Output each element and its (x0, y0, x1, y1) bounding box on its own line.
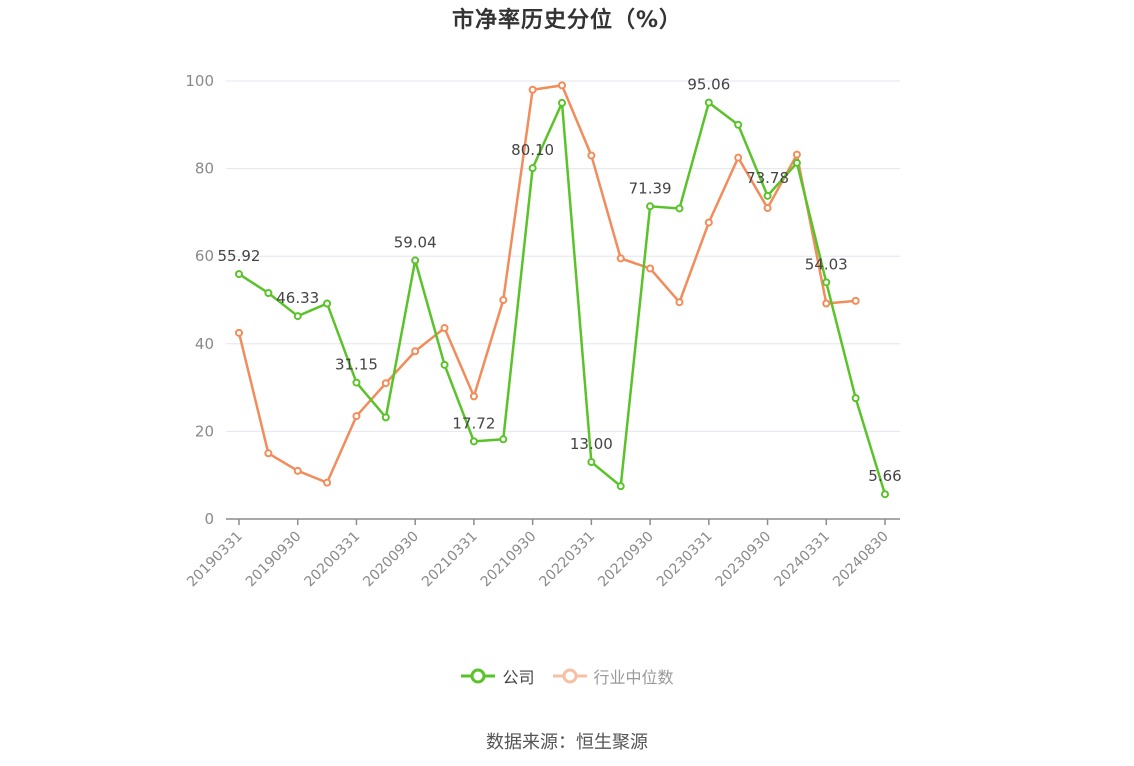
data-label: 59.04 (394, 233, 437, 251)
data-point-company (734, 120, 743, 129)
data-label: 5.66 (868, 467, 901, 485)
data-point-company (381, 413, 390, 422)
x-tick-label: 20210331 (419, 529, 481, 591)
data-point-company (440, 360, 449, 369)
y-tick-label: 100 (185, 72, 214, 90)
data-point-company (499, 435, 508, 444)
data-point-company (293, 312, 302, 321)
data-label: 54.03 (805, 255, 848, 273)
data-point-company (675, 204, 684, 213)
data-source-note: 数据来源：恒生聚源 (486, 732, 648, 753)
data-point-industry-median (822, 299, 831, 308)
data-point-company (528, 164, 537, 173)
data-point-industry-median (851, 296, 860, 305)
legend-item-industry-median[interactable]: 行业中位数 (552, 664, 674, 688)
data-point-industry-median (293, 466, 302, 475)
data-point-industry-median (528, 85, 537, 94)
legend-industry-swatch-icon (552, 668, 587, 684)
data-point-company (881, 490, 889, 499)
data-point-company (235, 270, 243, 279)
legend-item-company[interactable]: 公司 (460, 664, 534, 688)
data-point-industry-median (323, 478, 332, 487)
data-label: 17.72 (452, 414, 495, 432)
data-point-company (792, 158, 801, 167)
x-tick-label: 20230930 (713, 529, 775, 591)
x-tick-label: 20190331 (184, 529, 246, 591)
data-point-company (411, 256, 420, 265)
data-point-industry-median (264, 449, 273, 458)
x-tick-label: 20200331 (302, 529, 364, 591)
data-label: 46.33 (276, 289, 319, 307)
x-tick-label: 20230331 (654, 529, 716, 591)
data-point-industry-median (352, 412, 361, 421)
data-point-company (469, 437, 478, 446)
data-point-industry-median (646, 264, 655, 273)
y-tick-label: 0 (204, 510, 214, 528)
data-label: 71.39 (629, 179, 672, 197)
data-label: 80.10 (511, 141, 554, 159)
data-point-industry-median (440, 324, 449, 333)
data-point-industry-median (734, 153, 743, 162)
data-point-company (646, 202, 655, 211)
series-line-company (238, 101, 887, 495)
data-label: 95.06 (687, 76, 730, 94)
data-label: 55.92 (218, 247, 261, 265)
data-point-industry-median (675, 298, 684, 307)
legend-company-swatch-icon (461, 668, 496, 684)
x-tick-label: 20220930 (595, 529, 657, 591)
x-tick-label: 20200930 (360, 529, 422, 591)
y-tick-label: 60 (195, 247, 214, 265)
data-point-company (558, 98, 566, 107)
data-point-industry-median (469, 392, 478, 401)
x-tick-label: 20190930 (243, 529, 305, 591)
x-tick-label: 20240331 (771, 529, 833, 591)
data-point-industry-median (499, 296, 508, 304)
data-point-company (822, 278, 831, 287)
x-tick-label: 20240830 (830, 529, 892, 591)
line-chart: 0 20 40 60 80 100 2019033120190930202003312020… (184, 72, 902, 591)
data-point-company (616, 482, 625, 491)
data-point-company (323, 299, 332, 308)
data-point-company (352, 378, 361, 387)
chart-title: 市净率历史分位（%） (451, 8, 683, 33)
y-tick-label: 80 (195, 160, 214, 178)
data-point-industry-median (763, 204, 772, 213)
data-point-industry-median (704, 218, 713, 227)
legend-industry-label: 行业中位数 (593, 668, 674, 687)
x-tick-label: 20210930 (478, 529, 540, 591)
y-tick-label: 20 (195, 422, 214, 440)
legend-company-label: 公司 (502, 668, 535, 687)
data-point-industry-median (587, 151, 596, 160)
data-point-industry-median (792, 150, 801, 159)
data-point-industry-median (235, 328, 243, 337)
data-point-industry-median (411, 347, 420, 356)
data-point-company (264, 288, 273, 297)
series-line-industry-median (237, 84, 856, 484)
data-point-company (704, 98, 713, 107)
data-label: 13.00 (570, 435, 613, 453)
data-label: 73.78 (746, 169, 789, 187)
data-point-company (851, 394, 860, 403)
data-label: 31.15 (335, 356, 378, 374)
data-point-industry-median (381, 379, 390, 388)
chart-legend: 公司 行业中位数 (0, 664, 1134, 689)
x-tick-label: 20220331 (536, 529, 598, 591)
data-point-company (763, 191, 772, 200)
data-point-industry-median (616, 254, 625, 263)
data-point-company (587, 458, 596, 467)
data-point-industry-median (558, 81, 566, 90)
y-tick-label: 40 (195, 335, 214, 353)
